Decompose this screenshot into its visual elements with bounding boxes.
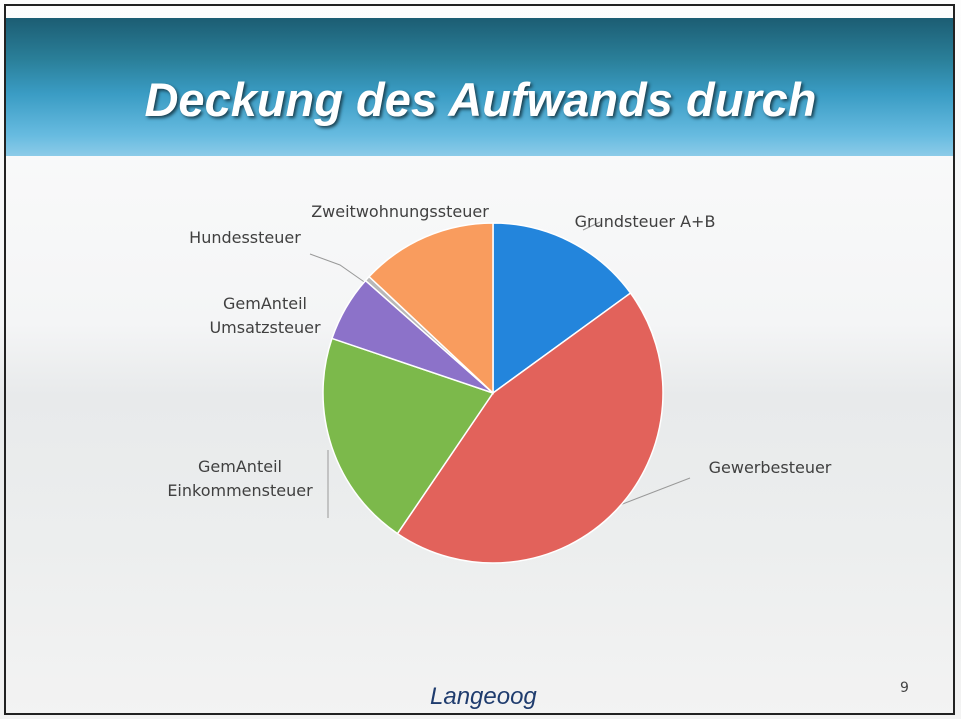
slide: Deckung des Aufwands durch Grundsteuer A…	[0, 0, 961, 719]
frame	[4, 4, 955, 715]
